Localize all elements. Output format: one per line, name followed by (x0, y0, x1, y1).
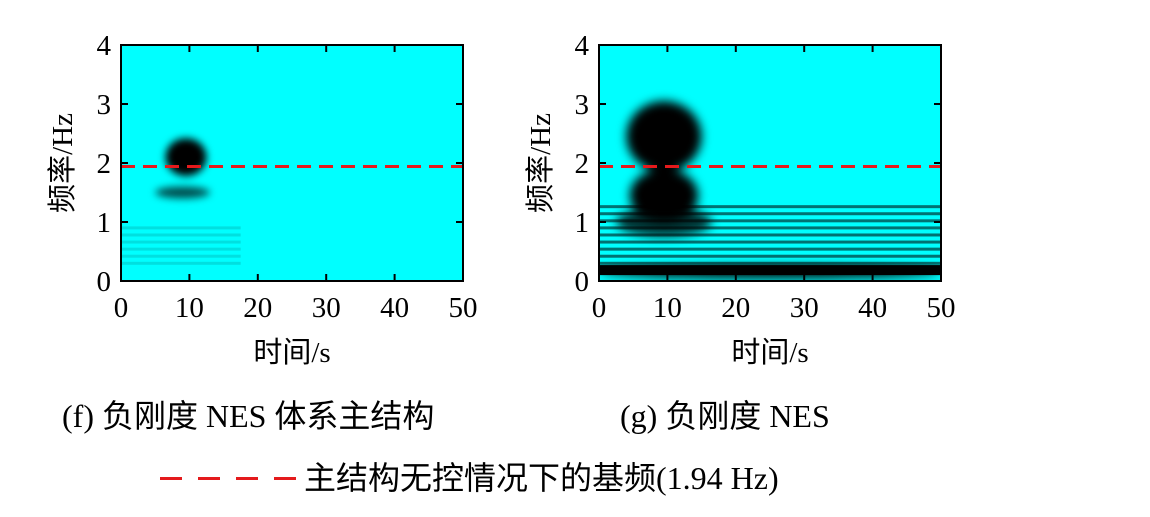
y-tick-label: 2 (575, 148, 590, 180)
x-tick-label: 0 (114, 292, 129, 324)
panel-f-dark-region (165, 138, 207, 176)
caption-f: (f) 负刚度 NES 体系主结构 (62, 398, 435, 434)
legend-label: 主结构无控情况下的基频(1.94 Hz) (304, 460, 779, 496)
panel-g-dark-region (626, 101, 702, 172)
panel-g-ticks: 0 10 20 30 40 50 0 1 2 3 4 (575, 30, 956, 324)
panel-f-band (121, 233, 241, 237)
panel-g-band (599, 219, 941, 223)
panel-g-band (599, 212, 941, 216)
panel-g-ylabel: 频率/Hz (524, 113, 557, 213)
panel-g-band (599, 254, 941, 258)
y-tick-label: 1 (575, 207, 590, 239)
panel-f-low-bands (121, 226, 241, 265)
legend: 主结构无控情况下的基频(1.94 Hz) (160, 462, 779, 494)
y-tick-label: 4 (575, 30, 590, 62)
panel-f-band (121, 247, 241, 251)
x-tick-label: 0 (592, 292, 607, 324)
x-tick-label: 40 (380, 292, 409, 324)
panel-g-low-bands (599, 205, 941, 276)
panel-g-band (599, 233, 941, 237)
panel-f-band (121, 226, 241, 230)
panel-f-band (121, 254, 241, 258)
panel-g-xlabel: 时间/s (731, 336, 808, 369)
y-tick-label: 1 (97, 207, 112, 239)
panel-f-band (121, 261, 241, 265)
y-tick-label: 0 (575, 266, 590, 298)
panel-f-ylabel: 频率/Hz (46, 113, 79, 213)
x-tick-label: 10 (653, 292, 682, 324)
panel-f-dark-region (155, 186, 210, 199)
panel-g-band (599, 247, 941, 251)
x-tick-label: 50 (927, 292, 956, 324)
legend-dashed-line-swatch (160, 476, 298, 480)
panel-f-xlabel: 时间/s (253, 336, 330, 369)
x-tick-label: 20 (243, 292, 272, 324)
y-tick-label: 3 (575, 89, 590, 121)
y-tick-label: 3 (97, 89, 112, 121)
panel-g-spectrogram: 0 10 20 30 40 50 0 1 2 3 4 时间/s 频率/Hz (524, 30, 956, 369)
y-tick-label: 4 (97, 30, 112, 62)
panel-g-baseline-band (599, 265, 941, 276)
x-tick-label: 30 (312, 292, 341, 324)
x-tick-label: 30 (790, 292, 819, 324)
panel-g-band (599, 240, 941, 244)
panel-g-band (599, 261, 941, 265)
x-tick-label: 40 (858, 292, 887, 324)
panel-f-spectrogram: 0 10 20 30 40 50 0 1 2 3 4 时间/s 频率/Hz (46, 30, 478, 369)
x-tick-label: 20 (721, 292, 750, 324)
panel-g-band (599, 226, 941, 230)
x-tick-label: 10 (175, 292, 204, 324)
x-tick-label: 50 (449, 292, 478, 324)
panel-g-band (599, 205, 941, 209)
panel-f-ticks: 0 10 20 30 40 50 0 1 2 3 4 (97, 30, 478, 324)
y-tick-label: 2 (97, 148, 112, 180)
caption-g: (g) 负刚度 NES (620, 398, 830, 434)
y-tick-label: 0 (97, 266, 112, 298)
panel-f-band (121, 240, 241, 244)
